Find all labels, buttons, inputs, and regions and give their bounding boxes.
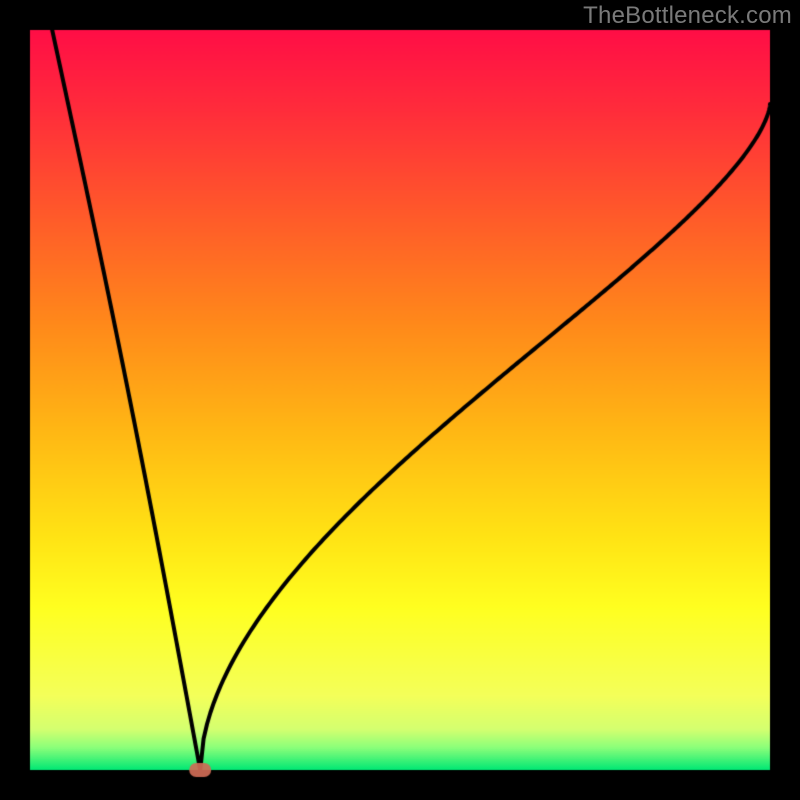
watermark-text: TheBottleneck.com <box>583 2 792 30</box>
bottleneck-chart-canvas <box>0 0 800 800</box>
chart-container: TheBottleneck.com <box>0 0 800 800</box>
